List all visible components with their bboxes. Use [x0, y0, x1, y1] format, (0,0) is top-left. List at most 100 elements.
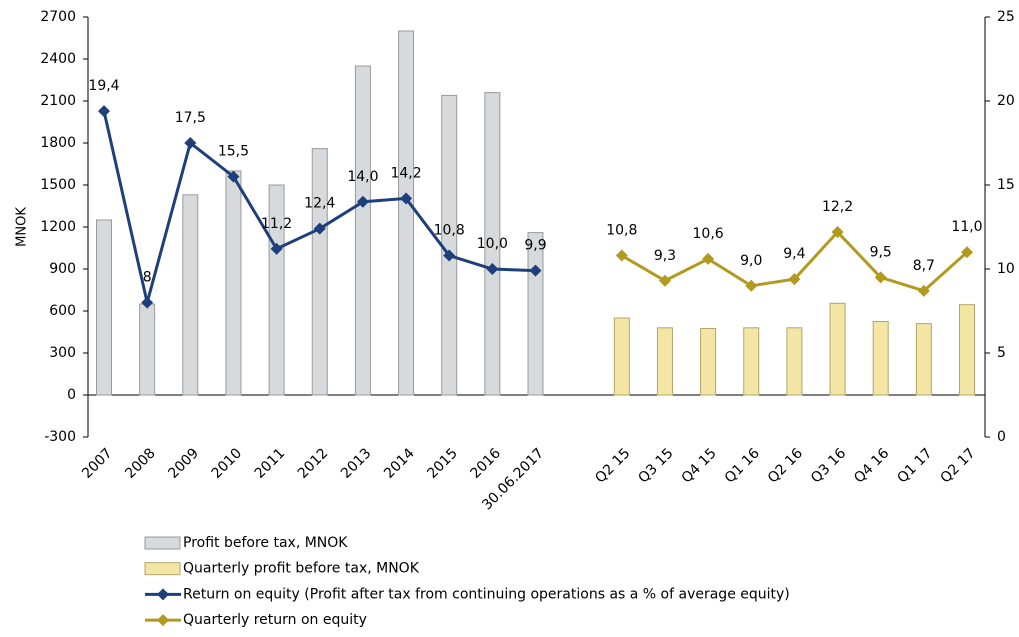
- marker: [658, 274, 671, 287]
- y2-tick-label: 10: [997, 261, 1015, 277]
- x-tick-label: 2012: [295, 445, 332, 482]
- data-label: 12,4: [304, 196, 335, 212]
- data-label: 9,0: [740, 253, 762, 269]
- marker: [141, 296, 154, 309]
- bar: [139, 303, 156, 396]
- legend-swatch: [144, 562, 181, 576]
- legend-marker: [157, 614, 169, 627]
- data-label: 14,0: [347, 169, 378, 185]
- legend-marker: [157, 588, 169, 601]
- data-label: 11,2: [261, 216, 292, 232]
- x-tick-label: Q1 16: [722, 445, 763, 486]
- bar: [700, 328, 717, 396]
- y-tick-label: -300: [44, 429, 76, 445]
- marker: [745, 279, 758, 292]
- data-label: 17,5: [175, 110, 206, 126]
- bar: [613, 317, 630, 396]
- bar: [225, 170, 242, 396]
- x-tick-label: Q4 15: [679, 445, 720, 486]
- bar: [484, 92, 501, 396]
- marker: [788, 273, 801, 286]
- data-label: 11,0: [951, 219, 982, 235]
- legend-label: Return on equity (Profit after tax from …: [183, 586, 790, 602]
- bar: [354, 65, 371, 396]
- marker: [529, 264, 542, 277]
- data-label: 10,6: [693, 226, 724, 242]
- x-tick-label: Q1 17: [894, 445, 935, 486]
- y2-tick-label: 5: [997, 345, 1006, 361]
- data-label: 9,5: [870, 244, 892, 260]
- y-tick-label: 1200: [40, 219, 76, 235]
- x-tick-label: 2014: [381, 445, 418, 482]
- data-label: 9,9: [524, 238, 546, 254]
- marker: [98, 105, 110, 118]
- data-label: 9,4: [783, 246, 805, 262]
- marker: [227, 170, 240, 183]
- marker: [184, 137, 197, 149]
- bar: [959, 304, 975, 396]
- y2-tick-label: 0: [997, 429, 1006, 445]
- x-tick-label: 2015: [424, 445, 461, 482]
- bar: [829, 302, 846, 396]
- legend-swatch: [144, 536, 181, 550]
- x-tick-label: 2009: [165, 445, 202, 482]
- x-tick-label: 2010: [209, 445, 246, 482]
- data-label: 12,2: [822, 199, 853, 215]
- x-tick-label: 2011: [252, 445, 289, 482]
- marker: [400, 192, 413, 205]
- x-tick-label: Q2 16: [765, 445, 806, 486]
- x-tick-label: 2013: [338, 445, 375, 482]
- y-tick-label: 0: [67, 387, 76, 403]
- y-tick-label: 300: [49, 345, 76, 361]
- marker: [270, 242, 283, 255]
- data-label: 15,5: [218, 144, 249, 160]
- y-axis-label: MNOK: [15, 207, 30, 247]
- data-label: 19,4: [88, 78, 119, 94]
- marker: [917, 284, 930, 297]
- x-tick-label: Q3 15: [635, 445, 676, 486]
- bar: [96, 219, 112, 396]
- bar: [398, 30, 415, 396]
- marker: [443, 249, 456, 262]
- y-tick-label: 1800: [40, 135, 76, 151]
- legend-label: Profit before tax, MNOK: [183, 535, 348, 551]
- x-tick-label: Q2 17: [938, 445, 979, 486]
- data-label: 10,8: [434, 223, 465, 239]
- bar: [441, 94, 458, 396]
- y-tick-label: 600: [49, 303, 76, 319]
- marker: [961, 246, 973, 259]
- data-label: 10,0: [477, 236, 508, 252]
- bar: [915, 323, 932, 396]
- y2-tick-label: 20: [997, 93, 1015, 109]
- y2-tick-label: 15: [997, 177, 1015, 193]
- marker: [874, 271, 887, 284]
- marker: [356, 195, 369, 208]
- y-tick-label: 1500: [40, 177, 76, 193]
- y2-tick-label: 25: [997, 9, 1015, 25]
- x-tick-label: 2007: [79, 445, 116, 482]
- bar: [182, 194, 199, 396]
- y-tick-label: 2400: [40, 51, 76, 67]
- x-tick-label: 2008: [122, 445, 159, 482]
- y-tick-label: 2700: [40, 9, 76, 25]
- marker: [486, 263, 499, 275]
- bar: [268, 184, 285, 396]
- data-label: 14,2: [390, 165, 421, 181]
- x-tick-label: Q2 15: [592, 445, 633, 486]
- legend-label: Quarterly profit before tax, MNOK: [183, 561, 420, 577]
- data-label: 9,3: [654, 248, 676, 264]
- legend-label: Quarterly return on equity: [183, 612, 367, 628]
- bar: [743, 327, 760, 396]
- bar: [786, 327, 803, 396]
- bar: [527, 232, 544, 396]
- x-tick-label: Q3 16: [808, 445, 849, 486]
- marker: [313, 222, 326, 235]
- y-tick-label: 2100: [40, 93, 76, 109]
- marker: [702, 252, 715, 265]
- x-tick-label: 2016: [467, 445, 504, 482]
- marker: [615, 249, 628, 262]
- bar: [656, 327, 673, 396]
- bar: [311, 148, 328, 396]
- bar: [872, 321, 889, 396]
